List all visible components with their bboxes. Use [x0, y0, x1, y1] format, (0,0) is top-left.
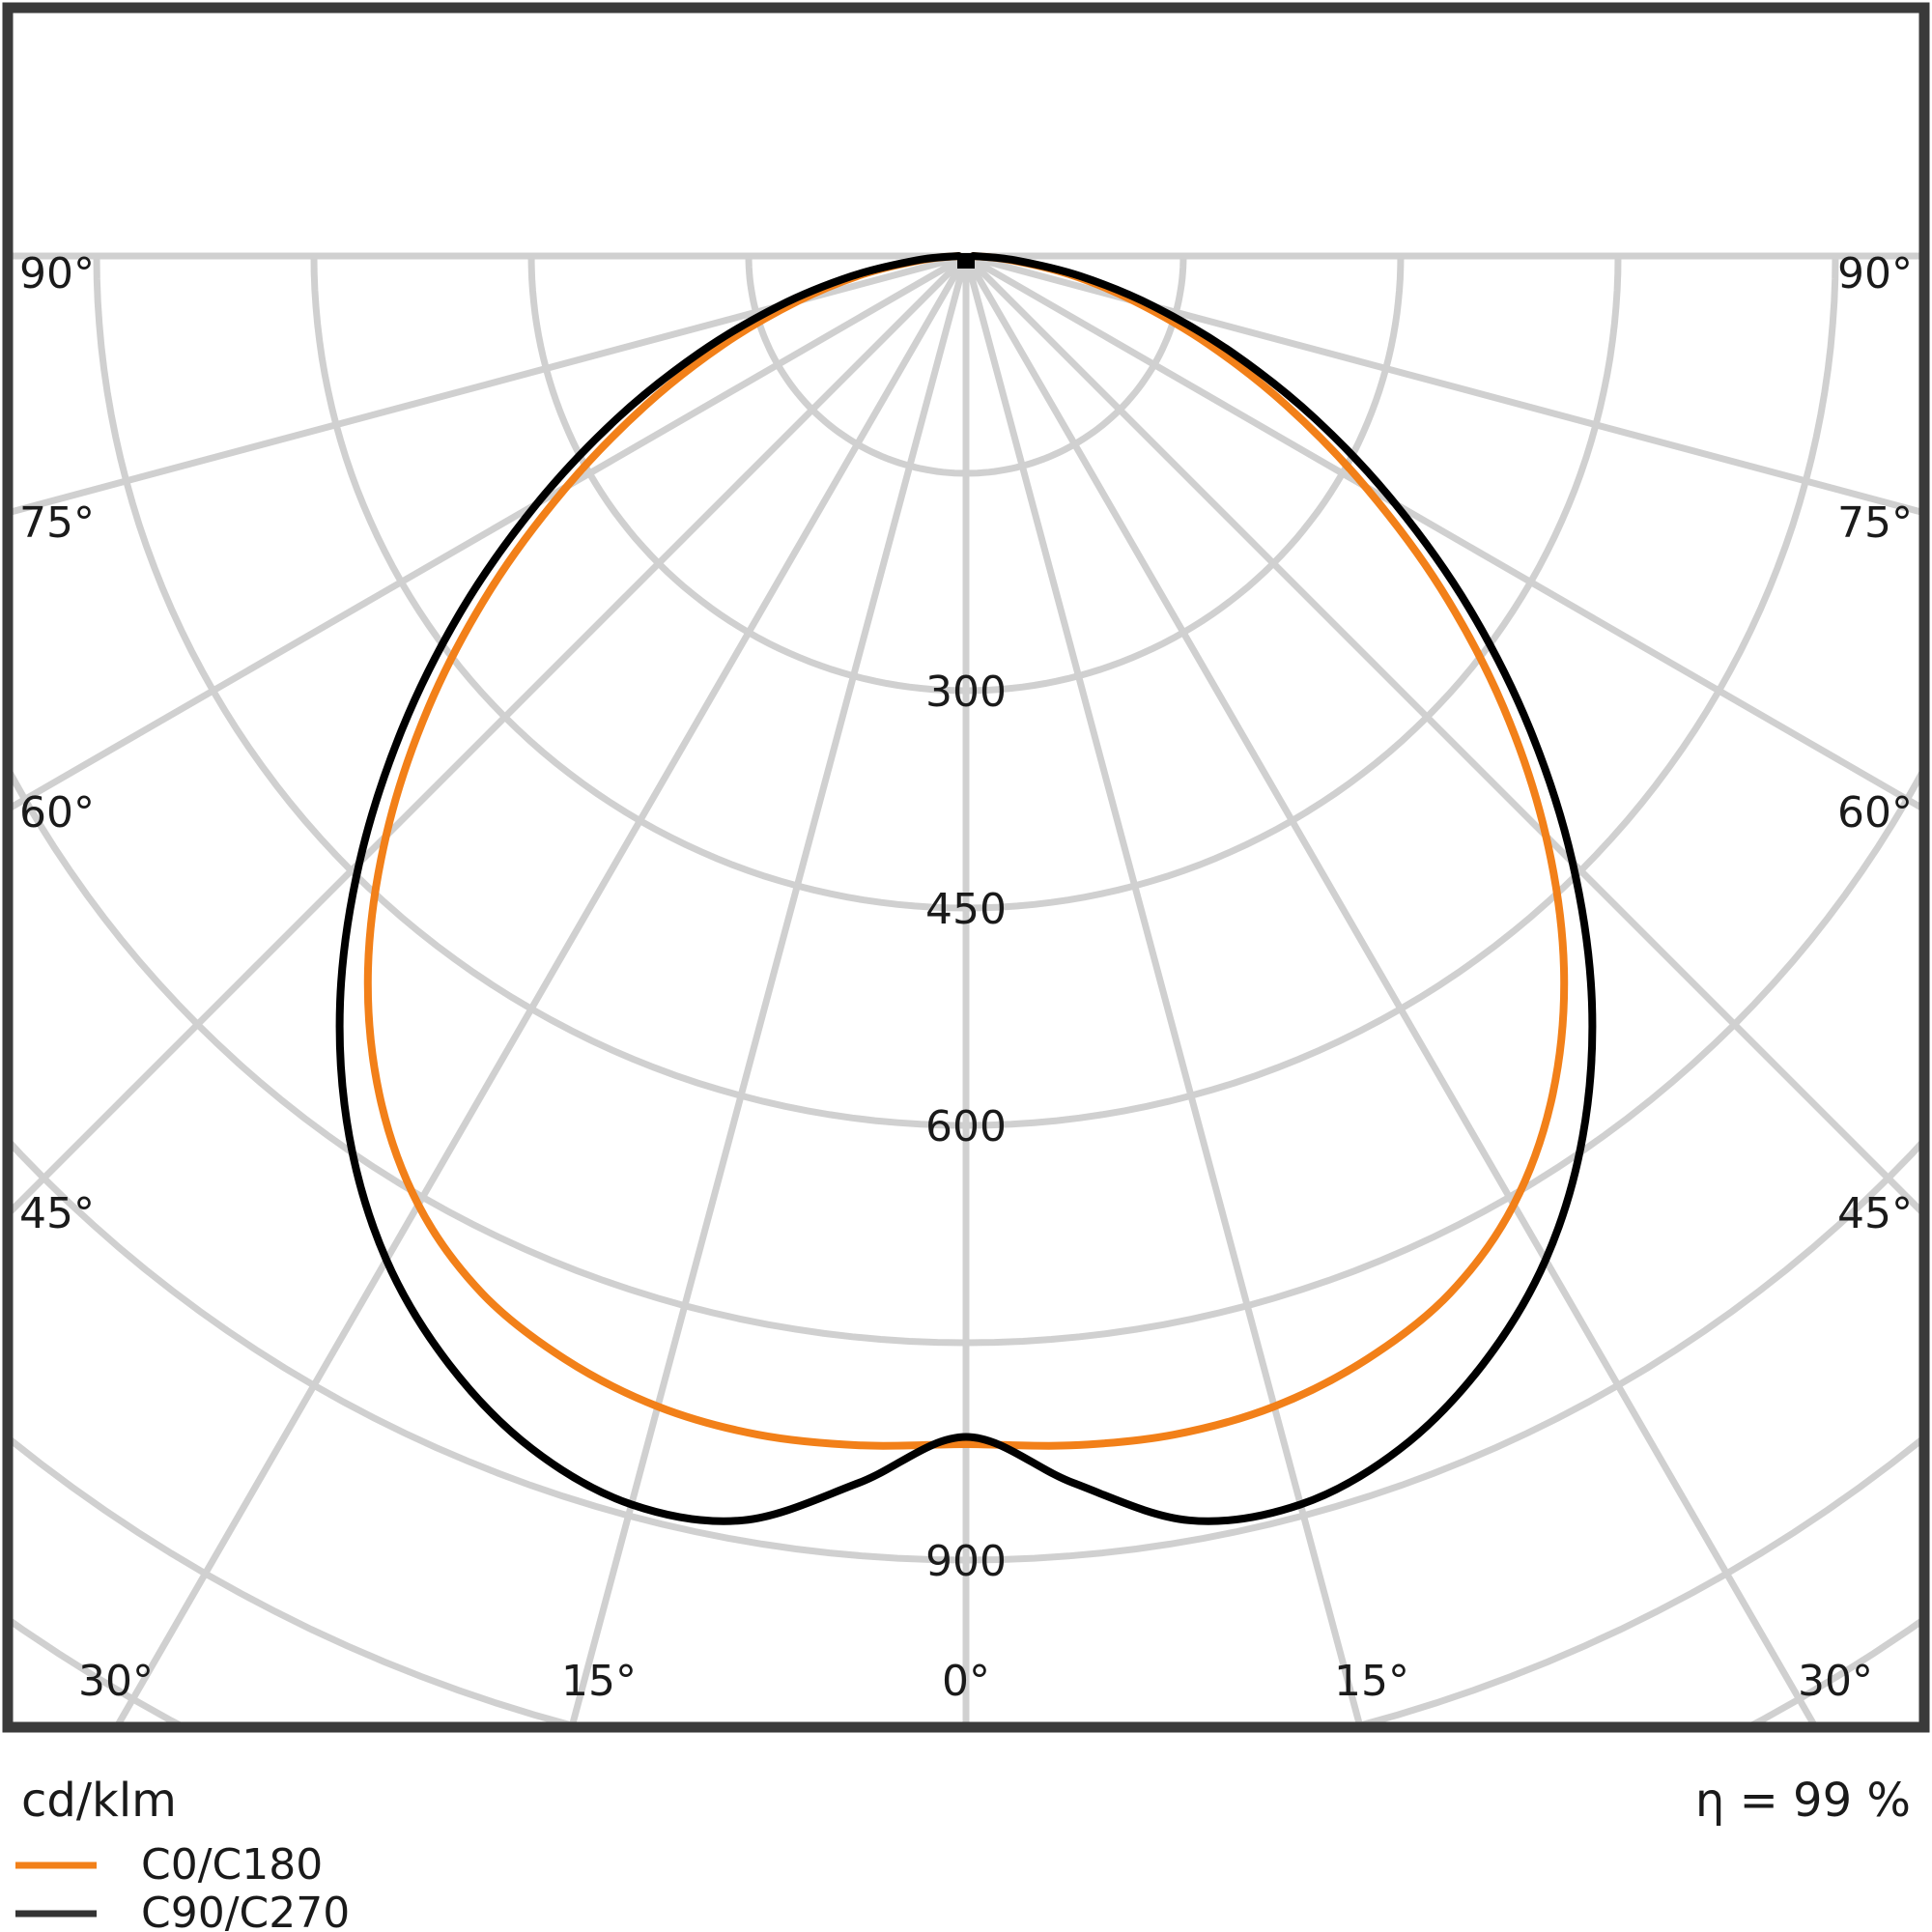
apex-marker [957, 253, 975, 269]
distribution-curves [335, 252, 1597, 1525]
angle-label-bottom-4: 30° [1798, 1657, 1873, 1706]
angle-label-left-60: 60° [19, 788, 95, 838]
grid-spoke [112, 252, 970, 1727]
grid-spoke [962, 252, 1924, 1219]
grid-spoke [8, 252, 970, 813]
legend-label-0: C0/C180 [141, 1840, 323, 1889]
angle-label-right-60: 60° [1837, 788, 1913, 838]
angle-label-bottom-1: 15° [561, 1657, 637, 1706]
angle-label-left-90: 90° [19, 249, 95, 298]
radial-label-300: 300 [925, 668, 1007, 717]
radial-label-600: 600 [925, 1102, 1007, 1151]
angle-label-bottom-2: 0° [942, 1657, 990, 1706]
grid-spoke [962, 252, 1820, 1727]
radial-label-450: 450 [925, 885, 1007, 934]
angle-label-right-75: 75° [1837, 498, 1913, 548]
angle-label-bottom-0: 30° [78, 1657, 154, 1706]
angle-label-right-45: 45° [1837, 1189, 1913, 1238]
footer-labels: cd/klm η = 99 % [21, 1774, 1911, 1828]
angle-label-bottom-3: 15° [1334, 1657, 1409, 1706]
curve-c0-c180 [363, 252, 1569, 1450]
unit-label: cd/klm [21, 1774, 177, 1828]
frame-rect [2, 2, 1930, 1733]
grid-spoke [568, 252, 970, 1727]
efficiency-label: η = 99 % [1695, 1774, 1911, 1828]
polar-grid [8, 252, 1924, 1727]
curve-c90-c270 [335, 252, 1597, 1525]
axis-labels: 90° 75° 60° 45° 90° 75° 60° 45° 30° 15° 0° 15° 30° 30… [19, 249, 1913, 1706]
plot-frame [2, 2, 1930, 1733]
grid-spoke [962, 252, 1924, 517]
grid-spoke [8, 252, 970, 1219]
grid-spoke [962, 252, 1364, 1727]
angle-label-right-90: 90° [1837, 249, 1913, 298]
angle-label-left-45: 45° [19, 1189, 95, 1238]
angle-label-left-75: 75° [19, 498, 95, 548]
grid-spoke [962, 252, 1924, 813]
radial-label-900: 900 [925, 1537, 1007, 1586]
legend-label-1: C90/C270 [141, 1889, 350, 1932]
grid-spoke [8, 252, 970, 517]
